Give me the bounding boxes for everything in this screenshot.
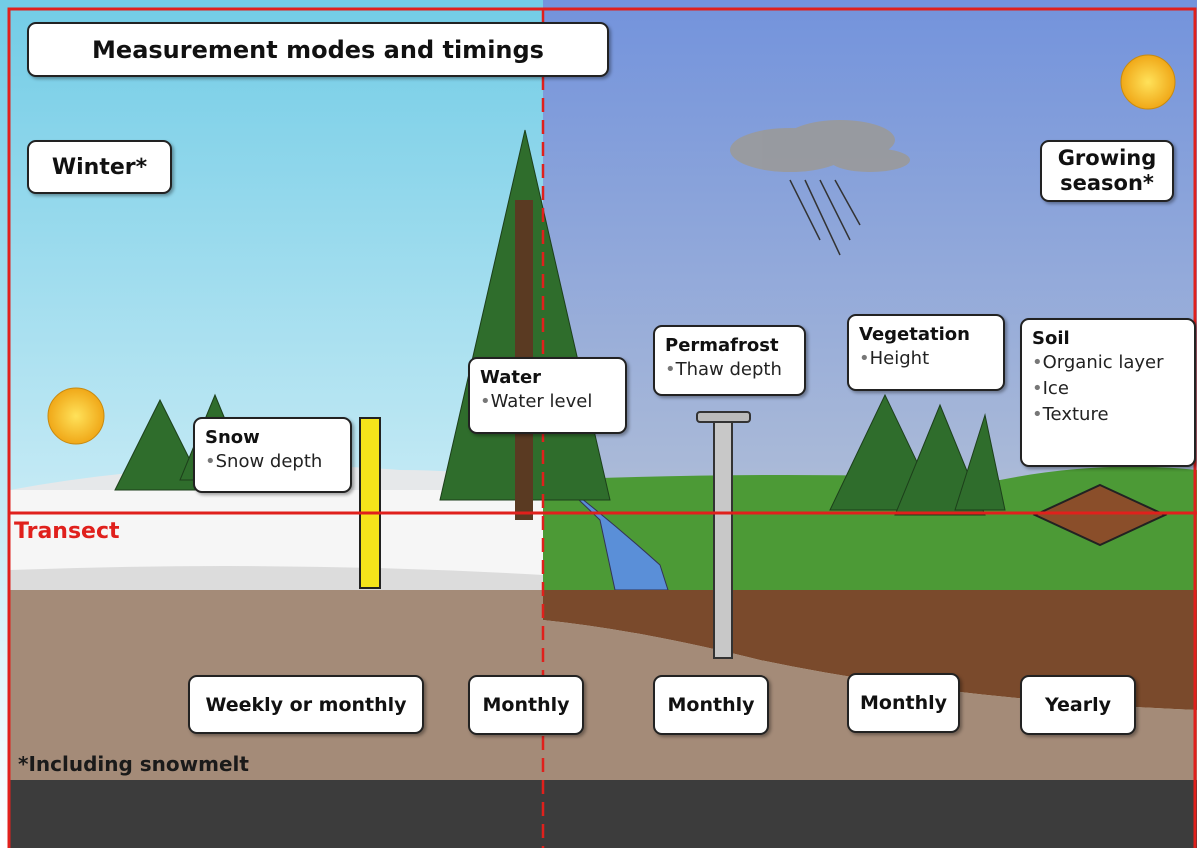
snow-box: Snow Snow depth: [193, 417, 352, 493]
winter-label: Winter*: [27, 140, 172, 194]
name: Vegetation: [859, 324, 993, 346]
title: Measurement modes and timings: [27, 22, 609, 77]
transect-label: Transect: [14, 519, 120, 544]
item: Thaw depth: [665, 357, 794, 383]
vegetation-box: Vegetation Height: [847, 314, 1005, 391]
footnote: *Including snowmelt: [18, 752, 249, 776]
item: Snow depth: [205, 449, 340, 475]
name: Water: [480, 367, 615, 389]
soil-box: Soil Organic layer Ice Texture: [1020, 318, 1196, 467]
growing-label: Growing season*: [1040, 140, 1174, 202]
item: Texture: [1032, 402, 1184, 428]
timing: Monthly: [847, 673, 960, 733]
timing: Monthly: [468, 675, 584, 735]
timing: Monthly: [653, 675, 769, 735]
item: Ice: [1032, 376, 1184, 402]
timing: Yearly: [1020, 675, 1136, 735]
diagram: Transect *Including snowmelt Measurement…: [0, 0, 1197, 848]
item: Water level: [480, 389, 615, 415]
item: Height: [859, 346, 993, 372]
item: Organic layer: [1032, 350, 1184, 376]
permafrost-box: Permafrost Thaw depth: [653, 325, 806, 396]
name: Snow: [205, 427, 340, 449]
timing: Weekly or monthly: [188, 675, 424, 734]
name: Soil: [1032, 328, 1184, 350]
name: Permafrost: [665, 335, 794, 357]
water-box: Water Water level: [468, 357, 627, 434]
